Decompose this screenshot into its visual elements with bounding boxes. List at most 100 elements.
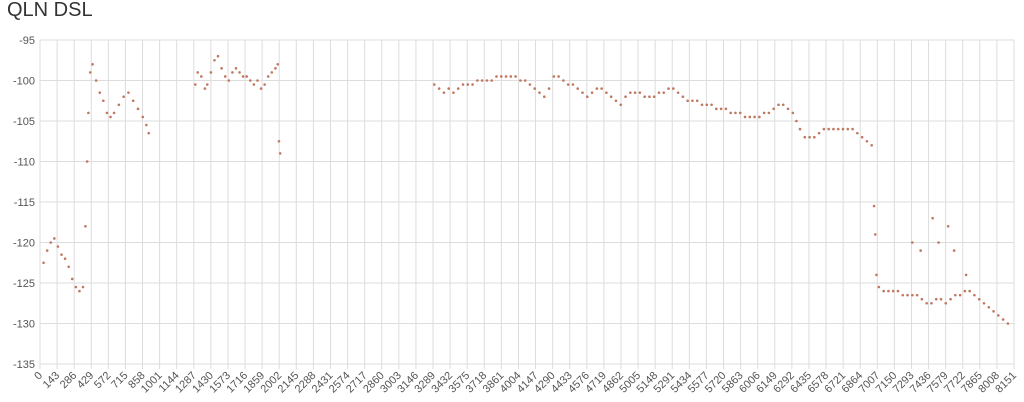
data-point: [70, 277, 74, 281]
data-point: [629, 91, 632, 94]
data-point: [686, 99, 689, 103]
data-point: [753, 115, 756, 119]
data-point: [973, 293, 976, 297]
data-point: [681, 95, 685, 98]
data-point: [276, 63, 280, 66]
data-point: [748, 115, 752, 119]
data-point: [442, 91, 446, 94]
data-point: [476, 79, 479, 82]
data-point: [875, 273, 878, 277]
data-point: [216, 54, 220, 58]
data-point: [662, 91, 666, 94]
data-point: [920, 297, 924, 301]
data-point: [931, 216, 934, 220]
data-point: [657, 91, 661, 94]
data-point: [619, 103, 623, 107]
data-point: [772, 107, 775, 111]
data-point: [856, 131, 859, 135]
data-point: [91, 63, 94, 66]
data-point: [109, 115, 112, 119]
data-point: [241, 75, 245, 78]
data-point: [203, 87, 207, 90]
data-point: [45, 249, 49, 252]
data-point: [930, 301, 933, 305]
data-point: [648, 95, 651, 98]
data-point: [270, 71, 274, 74]
data-point: [447, 87, 450, 90]
data-point: [798, 127, 802, 131]
data-point: [117, 103, 121, 107]
data-point: [566, 83, 570, 86]
data-point: [274, 67, 277, 70]
data-point: [278, 152, 282, 155]
y-tick-label: -100: [13, 76, 35, 88]
data-point: [906, 293, 909, 297]
data-point: [595, 87, 599, 90]
data-point: [633, 91, 637, 94]
data-point: [213, 58, 216, 62]
data-point: [952, 249, 956, 252]
y-tick-label: -110: [14, 157, 35, 169]
data-point: [499, 75, 503, 78]
x-axis-labels: 0143286429572715858100111441287143015731…: [32, 370, 1019, 396]
data-point: [954, 293, 957, 297]
data-point: [209, 71, 213, 74]
data-point: [873, 233, 877, 236]
data-point: [882, 289, 885, 293]
y-tick-label: -125: [13, 278, 35, 290]
data-point: [78, 289, 81, 293]
data-point: [667, 87, 670, 90]
data-point: [841, 127, 845, 131]
data-point: [695, 99, 699, 103]
data-point: [1006, 322, 1010, 325]
data-point: [84, 225, 87, 228]
data-point: [590, 91, 594, 94]
data-point: [136, 107, 140, 111]
data-point: [643, 95, 646, 98]
data-point: [98, 91, 102, 94]
data-point: [919, 249, 922, 252]
data-point: [437, 87, 441, 90]
data-point: [724, 107, 728, 111]
data-point: [851, 127, 854, 131]
data-point: [600, 87, 603, 90]
data-point: [249, 79, 252, 82]
data-point: [705, 103, 709, 107]
data-point: [238, 71, 241, 74]
data-point: [614, 99, 618, 103]
data-point: [514, 75, 517, 78]
data-point: [263, 83, 266, 86]
data-point: [81, 285, 85, 289]
data-point: [105, 111, 109, 115]
data-point: [147, 131, 151, 135]
data-point: [896, 289, 900, 293]
data-point: [87, 111, 90, 115]
data-point: [872, 204, 876, 208]
data-point: [729, 111, 732, 115]
data-point: [767, 111, 771, 115]
data-point: [533, 87, 537, 90]
data-point: [49, 241, 53, 244]
data-point: [200, 75, 203, 78]
data-point: [67, 265, 70, 269]
data-point: [576, 87, 580, 90]
data-point: [946, 225, 950, 228]
data-point: [719, 107, 723, 111]
data-point: [786, 107, 790, 111]
data-point: [56, 245, 60, 248]
data-point: [112, 111, 116, 115]
data-point: [194, 83, 197, 86]
data-point: [605, 91, 608, 94]
data-point: [63, 257, 67, 261]
data-point: [60, 253, 63, 256]
data-point: [734, 111, 737, 115]
data-point: [901, 293, 905, 297]
data-point: [42, 261, 45, 265]
data-point: [860, 135, 864, 139]
data-point: [585, 95, 589, 98]
data-point: [53, 237, 56, 240]
data-point: [528, 83, 532, 86]
data-point: [987, 306, 991, 309]
data-point: [252, 83, 256, 86]
y-gridlines: [40, 39, 1014, 365]
